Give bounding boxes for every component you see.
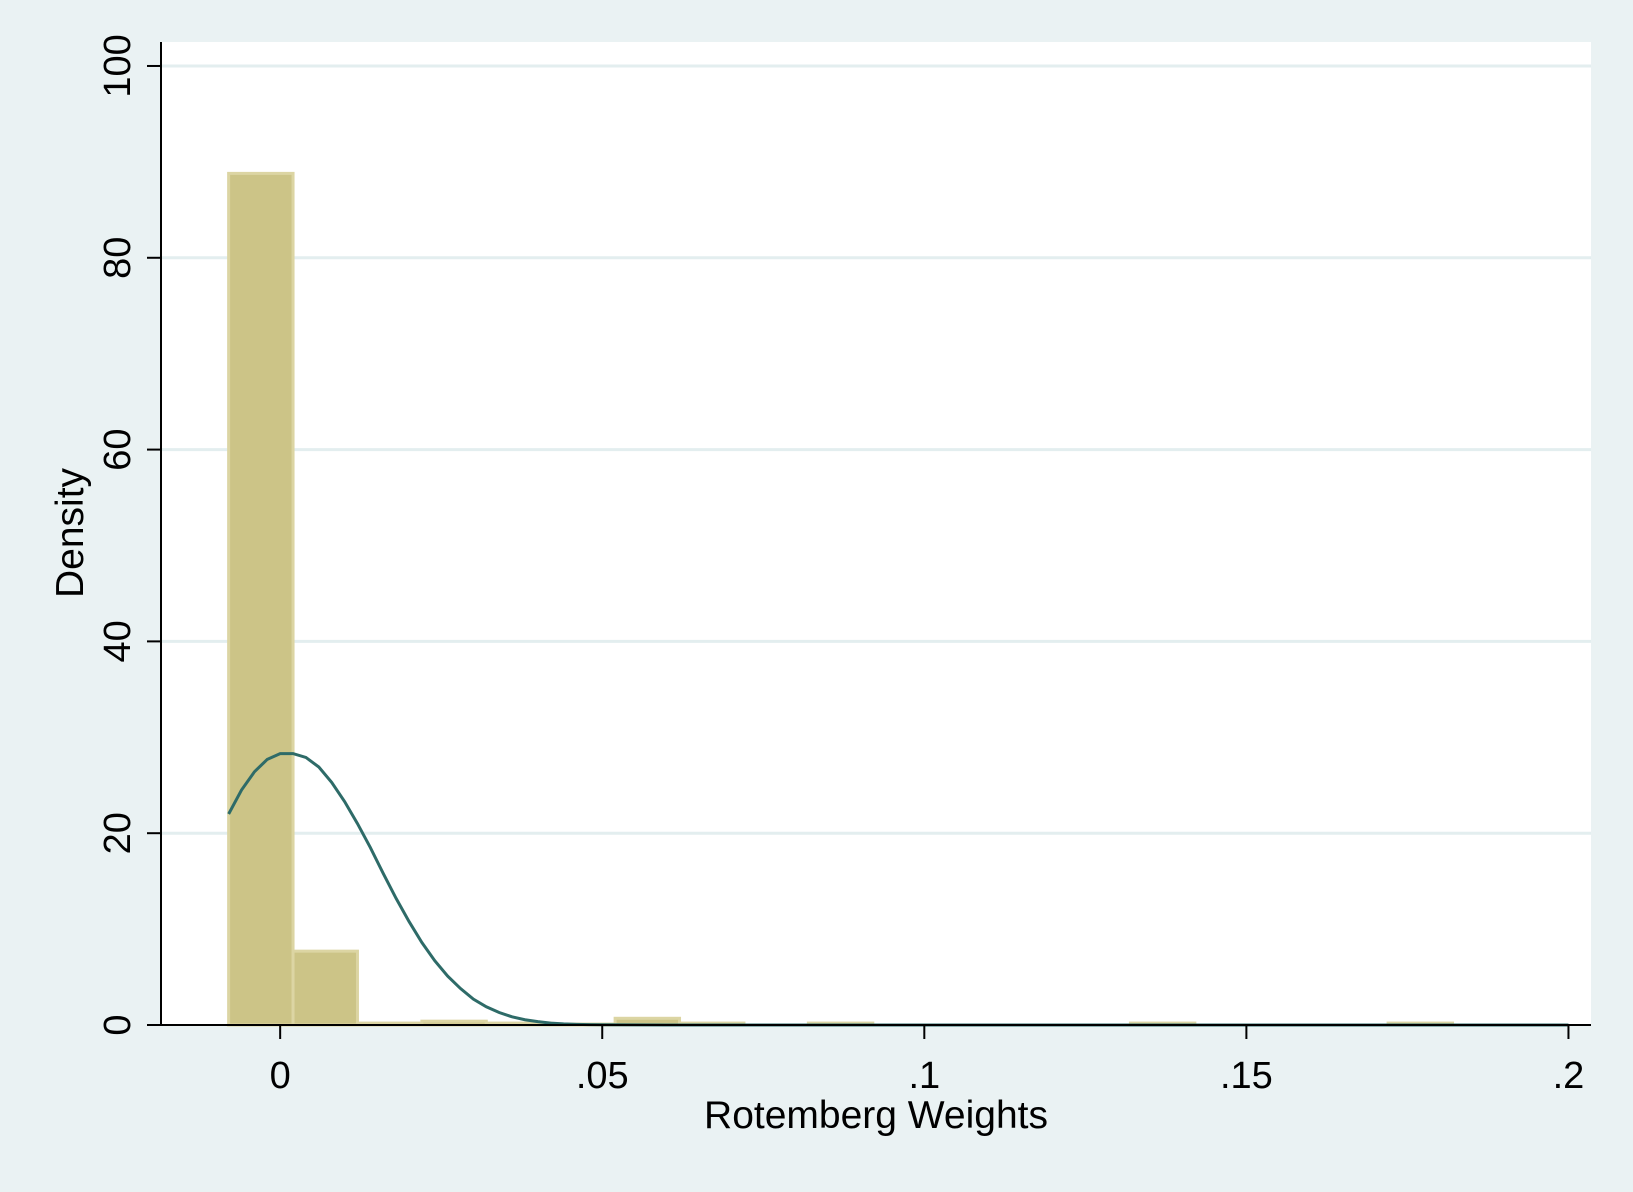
y-tick-label: 80 bbox=[97, 237, 139, 279]
x-axis-ticks: 0 .05 .1 .15 .2 bbox=[270, 1025, 1585, 1097]
histogram-bar bbox=[291, 949, 359, 1027]
x-tick-label: .2 bbox=[1553, 1055, 1585, 1097]
y-axis-ticks: 0 20 40 60 80 100 bbox=[97, 34, 161, 1036]
y-axis-label: Density bbox=[49, 467, 92, 598]
x-tick-label: .15 bbox=[1220, 1055, 1273, 1097]
histogram-bar bbox=[227, 171, 295, 1027]
y-tick-label: 60 bbox=[97, 428, 139, 470]
x-tick-label: 0 bbox=[270, 1055, 291, 1097]
plot-area bbox=[161, 42, 1591, 1025]
x-tick-label: .05 bbox=[576, 1055, 629, 1097]
y-tick-label: 20 bbox=[97, 812, 139, 854]
x-tick-label: .1 bbox=[908, 1055, 940, 1097]
y-tick-label: 0 bbox=[97, 1014, 139, 1035]
y-tick-label: 100 bbox=[97, 34, 139, 97]
y-tick-label: 40 bbox=[97, 620, 139, 662]
gridlines bbox=[161, 64, 1591, 835]
x-axis-label: Rotemberg Weights bbox=[704, 1094, 1048, 1137]
